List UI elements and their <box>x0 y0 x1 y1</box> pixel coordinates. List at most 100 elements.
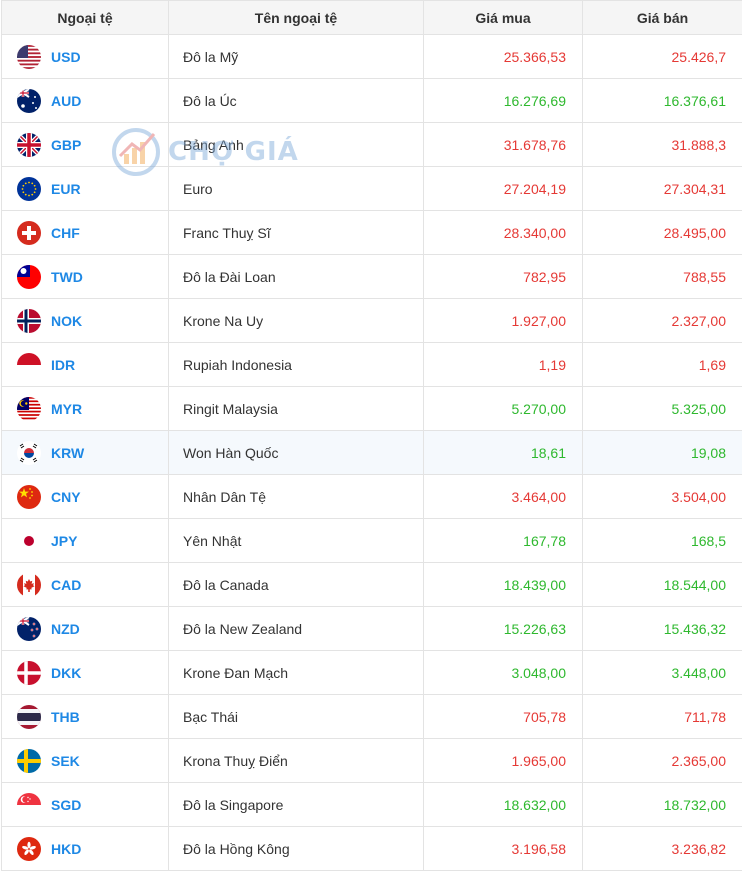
buy-price: 18,61 <box>423 430 583 475</box>
table-row[interactable]: IDR Rupiah Indonesia 1,19 1,69 <box>1 342 742 387</box>
table-row[interactable]: GBP Bảng Anh 31.678,76 31.888,3 <box>1 122 742 167</box>
flag-cny-icon <box>17 484 41 509</box>
flag-myr-icon <box>17 396 41 421</box>
sell-price: 16.376,61 <box>582 78 742 123</box>
currency-name: Krona Thuỵ Điển <box>168 738 424 783</box>
currency-code-cell: JPY <box>1 518 169 563</box>
buy-price: 167,78 <box>423 518 583 563</box>
sell-price: 31.888,3 <box>582 122 742 167</box>
currency-code-link[interactable]: MYR <box>51 400 83 417</box>
table-row[interactable]: SGD Đô la Singapore 18.632,00 18.732,00 <box>1 782 742 827</box>
currency-code-link[interactable]: EUR <box>51 180 81 197</box>
currency-code-link[interactable]: AUD <box>51 92 82 109</box>
currency-name: Đô la New Zealand <box>168 606 424 651</box>
buy-price: 16.276,69 <box>423 78 583 123</box>
currency-name: Krone Na Uy <box>168 298 424 343</box>
flag-dkk-icon <box>17 660 41 685</box>
buy-price: 3.464,00 <box>423 474 583 519</box>
flag-eur-icon <box>17 176 41 201</box>
currency-code-link[interactable]: USD <box>51 48 81 65</box>
currency-code-link[interactable]: TWD <box>51 268 83 285</box>
buy-price: 25.366,53 <box>423 34 583 79</box>
header-name: Tên ngoại tệ <box>168 0 424 35</box>
currency-code-link[interactable]: CAD <box>51 576 82 593</box>
currency-name: Đô la Úc <box>168 78 424 123</box>
currency-code-link[interactable]: JPY <box>51 532 78 549</box>
flag-sek-icon <box>17 748 41 773</box>
table-row[interactable]: TWD Đô la Đài Loan 782,95 788,55 <box>1 254 742 299</box>
currency-code-cell: SGD <box>1 782 169 827</box>
table-row[interactable]: CAD Đô la Canada 18.439,00 18.544,00 <box>1 562 742 607</box>
currency-code-cell: CHF <box>1 210 169 255</box>
buy-price: 1,19 <box>423 342 583 387</box>
currency-code-cell: NZD <box>1 606 169 651</box>
currency-name: Rupiah Indonesia <box>168 342 424 387</box>
buy-price: 3.048,00 <box>423 650 583 695</box>
table-row[interactable]: KRW Won Hàn Quốc 18,61 19,08 <box>1 430 742 475</box>
sell-price: 2.327,00 <box>582 298 742 343</box>
table-row[interactable]: AUD Đô la Úc 16.276,69 16.376,61 <box>1 78 742 123</box>
currency-code-link[interactable]: SGD <box>51 796 82 813</box>
buy-price: 1.965,00 <box>423 738 583 783</box>
table-row[interactable]: NOK Krone Na Uy 1.927,00 2.327,00 <box>1 298 742 343</box>
table-row[interactable]: SEK Krona Thuỵ Điển 1.965,00 2.365,00 <box>1 738 742 783</box>
table-row[interactable]: NZD Đô la New Zealand 15.226,63 15.436,32 <box>1 606 742 651</box>
flag-usd-icon <box>17 44 41 69</box>
buy-price: 705,78 <box>423 694 583 739</box>
currency-code-link[interactable]: GBP <box>51 136 82 153</box>
currency-code-cell: AUD <box>1 78 169 123</box>
table-row[interactable]: USD Đô la Mỹ 25.366,53 25.426,7 <box>1 34 742 79</box>
currency-code-link[interactable]: CHF <box>51 224 80 241</box>
sell-price: 18.544,00 <box>582 562 742 607</box>
flag-aud-icon <box>17 88 41 113</box>
table-row[interactable]: HKD Đô la Hồng Kông 3.196,58 3.236,82 <box>1 826 742 871</box>
table-row[interactable]: CNY Nhân Dân Tệ 3.464,00 3.504,00 <box>1 474 742 519</box>
currency-code-link[interactable]: CNY <box>51 488 81 505</box>
flag-jpy-icon <box>17 528 41 553</box>
currency-code-link[interactable]: NOK <box>51 312 83 329</box>
currency-code-cell: KRW <box>1 430 169 475</box>
sell-price: 19,08 <box>582 430 742 475</box>
currency-code-link[interactable]: NZD <box>51 620 80 637</box>
sell-price: 1,69 <box>582 342 742 387</box>
flag-idr-icon <box>17 352 41 377</box>
currency-name: Yên Nhật <box>168 518 424 563</box>
sell-price: 3.448,00 <box>582 650 742 695</box>
currency-code-cell: USD <box>1 34 169 79</box>
buy-price: 5.270,00 <box>423 386 583 431</box>
currency-code-cell: DKK <box>1 650 169 695</box>
sell-price: 28.495,00 <box>582 210 742 255</box>
currency-code-cell: NOK <box>1 298 169 343</box>
flag-sgd-icon <box>17 792 41 817</box>
currency-name: Đô la Hồng Kông <box>168 826 424 871</box>
currency-code-link[interactable]: THB <box>51 708 80 725</box>
buy-price: 782,95 <box>423 254 583 299</box>
header-code: Ngoại tệ <box>1 0 169 35</box>
buy-price: 31.678,76 <box>423 122 583 167</box>
table-row[interactable]: THB Bạc Thái 705,78 711,78 <box>1 694 742 739</box>
flag-cad-icon <box>17 572 41 597</box>
table-row[interactable]: CHF Franc Thuỵ Sĩ 28.340,00 28.495,00 <box>1 210 742 255</box>
flag-nzd-icon <box>17 616 41 641</box>
currency-code-cell: THB <box>1 694 169 739</box>
flag-krw-icon <box>17 440 41 465</box>
buy-price: 15.226,63 <box>423 606 583 651</box>
currency-code-link[interactable]: KRW <box>51 444 85 461</box>
sell-price: 27.304,31 <box>582 166 742 211</box>
currency-name: Franc Thuỵ Sĩ <box>168 210 424 255</box>
flag-chf-icon <box>17 220 41 245</box>
currency-code-link[interactable]: SEK <box>51 752 80 769</box>
table-row[interactable]: MYR Ringit Malaysia 5.270,00 5.325,00 <box>1 386 742 431</box>
currency-name: Đô la Đài Loan <box>168 254 424 299</box>
currency-name: Euro <box>168 166 424 211</box>
sell-price: 3.504,00 <box>582 474 742 519</box>
table-row[interactable]: JPY Yên Nhật 167,78 168,5 <box>1 518 742 563</box>
currency-code-cell: HKD <box>1 826 169 871</box>
table-row[interactable]: DKK Krone Đan Mạch 3.048,00 3.448,00 <box>1 650 742 695</box>
sell-price: 15.436,32 <box>582 606 742 651</box>
currency-code-link[interactable]: IDR <box>51 356 76 373</box>
buy-price: 27.204,19 <box>423 166 583 211</box>
table-row[interactable]: EUR Euro 27.204,19 27.304,31 <box>1 166 742 211</box>
currency-code-link[interactable]: HKD <box>51 840 82 857</box>
currency-code-link[interactable]: DKK <box>51 664 82 681</box>
